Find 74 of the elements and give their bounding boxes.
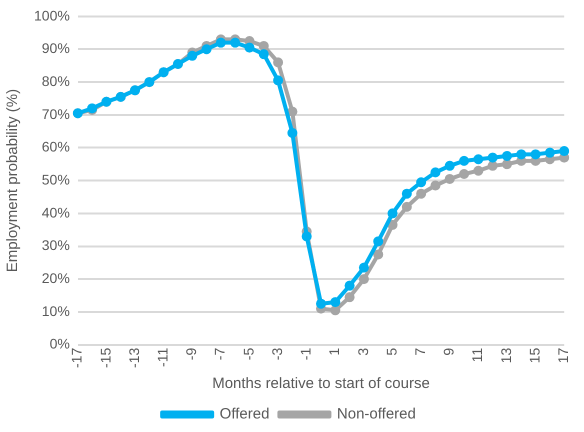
x-tick-label: 1 bbox=[326, 348, 342, 356]
point bbox=[473, 166, 484, 176]
point bbox=[444, 160, 455, 171]
x-tick-label: 5 bbox=[383, 348, 400, 356]
y-tick-label: 100% bbox=[34, 7, 70, 24]
point bbox=[244, 42, 254, 53]
point bbox=[502, 150, 512, 161]
point bbox=[430, 167, 440, 178]
point bbox=[230, 38, 240, 48]
point bbox=[258, 40, 269, 51]
point bbox=[344, 292, 355, 302]
x-tick-label: 15 bbox=[526, 348, 542, 364]
point bbox=[444, 174, 455, 184]
point bbox=[544, 148, 555, 158]
point bbox=[287, 106, 298, 117]
x-tick-label: 17 bbox=[555, 348, 572, 364]
point bbox=[502, 159, 512, 170]
x-tick-label: 11 bbox=[469, 348, 486, 362]
x-tick-label: -11 bbox=[154, 348, 170, 367]
point bbox=[459, 156, 470, 166]
x-tick-label: 9 bbox=[440, 348, 457, 356]
y-tick-label: 90% bbox=[42, 40, 70, 56]
y-tick-label: 70% bbox=[42, 106, 70, 122]
x-tick-label: 13 bbox=[498, 348, 514, 364]
legend-label: Non-offered bbox=[336, 406, 416, 423]
point bbox=[459, 169, 470, 180]
point bbox=[344, 280, 355, 291]
y-axis-title: Employment probability (%) bbox=[4, 88, 22, 272]
point bbox=[330, 297, 340, 308]
point bbox=[373, 236, 384, 246]
point bbox=[559, 146, 570, 156]
point bbox=[273, 57, 284, 68]
point bbox=[388, 208, 398, 218]
y-tick-label: 80% bbox=[42, 72, 70, 89]
y-tick-label: 60% bbox=[42, 138, 70, 155]
x-tick-label: -3 bbox=[268, 348, 285, 360]
point bbox=[358, 262, 369, 273]
point bbox=[373, 249, 384, 260]
point bbox=[488, 152, 498, 163]
x-tick-label: -13 bbox=[126, 348, 142, 368]
point bbox=[516, 149, 526, 160]
point bbox=[402, 202, 412, 212]
point bbox=[358, 274, 369, 284]
y-tick-label: 20% bbox=[42, 270, 70, 286]
y-tick-label: 50% bbox=[42, 171, 70, 188]
y-tick-label: 0% bbox=[50, 336, 70, 352]
legend-label: Offered bbox=[220, 406, 270, 423]
x-tick-label: -9 bbox=[183, 348, 200, 360]
point bbox=[530, 149, 541, 160]
x-tick-label: 3 bbox=[354, 348, 371, 356]
x-tick-label: -1 bbox=[298, 348, 314, 360]
point bbox=[473, 154, 484, 164]
x-tick-label: -5 bbox=[240, 348, 256, 360]
y-tick-label: 30% bbox=[42, 237, 70, 254]
point bbox=[202, 44, 212, 54]
point bbox=[416, 188, 426, 199]
y-tick-label: 40% bbox=[42, 204, 70, 220]
x-tick-label: -15 bbox=[97, 348, 114, 368]
x-axis-title: Months relative to start of course bbox=[212, 375, 430, 392]
point bbox=[187, 50, 198, 61]
x-tick-label: -17 bbox=[68, 348, 85, 368]
point bbox=[402, 188, 412, 199]
x-tick-label: 7 bbox=[412, 348, 428, 356]
point bbox=[316, 298, 326, 309]
point bbox=[216, 38, 226, 48]
y-tick-label: 10% bbox=[42, 302, 70, 319]
x-tick-label: -7 bbox=[212, 348, 228, 360]
point bbox=[258, 49, 269, 60]
point bbox=[287, 128, 298, 138]
point bbox=[416, 177, 426, 188]
point bbox=[302, 231, 312, 242]
point bbox=[430, 180, 440, 191]
point bbox=[488, 160, 498, 171]
point bbox=[273, 75, 284, 86]
